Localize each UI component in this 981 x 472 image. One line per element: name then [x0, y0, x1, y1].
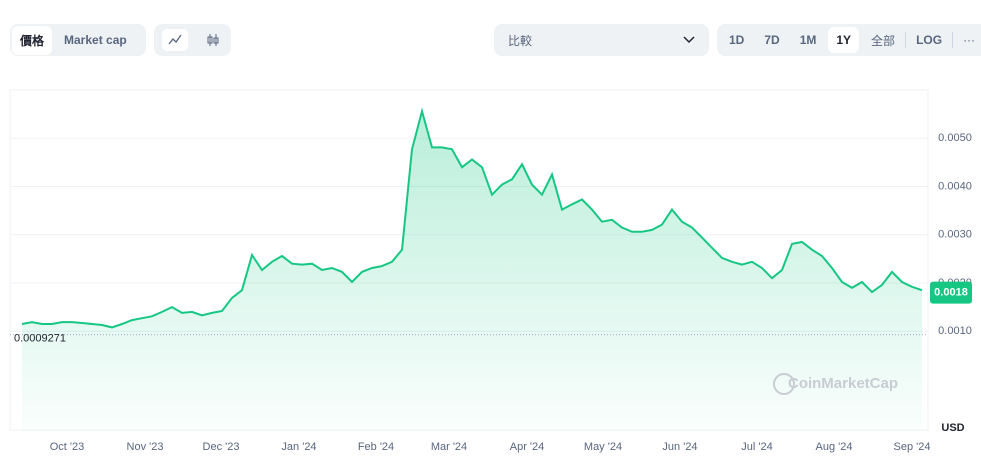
y-tick-label: 0.0050: [938, 132, 972, 144]
currency: USD: [941, 422, 964, 434]
compare-dropdown[interactable]: 比較: [494, 24, 709, 56]
more[interactable]: ···: [963, 33, 976, 47]
tab[interactable]: 價格: [12, 25, 53, 55]
x-tick-label: Apr '24: [510, 441, 545, 453]
x-tick-label: Feb '24: [358, 441, 394, 453]
x-tick-label: Mar '24: [431, 441, 467, 453]
y-tick-label: 0.0040: [938, 180, 972, 192]
range[interactable]: 全部: [871, 33, 896, 48]
x-tick-label: Oct '23: [50, 441, 85, 453]
view-toggle: 價格 Market cap: [10, 24, 146, 56]
divider: [952, 32, 954, 48]
price-badge: [930, 281, 972, 304]
candle-icon[interactable]: [203, 29, 223, 51]
x-tick-label: Dec '23: [203, 441, 240, 453]
x-tick-label: Jun '24: [662, 441, 697, 453]
area: [22, 111, 922, 430]
tab[interactable]: Market cap: [64, 33, 127, 47]
range[interactable]: 1D: [729, 33, 745, 47]
compare-label: 比較: [508, 33, 533, 48]
chart-style: [154, 24, 231, 56]
y-tick-label: 0.0030: [938, 229, 972, 241]
x-tick-label: Nov '23: [127, 441, 164, 453]
line-icon[interactable]: [161, 29, 188, 51]
x-tick-label: May '24: [584, 441, 622, 453]
range[interactable]: 1M: [799, 33, 817, 47]
x-tick-label: Aug '24: [816, 441, 853, 453]
price-line: [21, 107, 923, 329]
y-tick-label: 0.0020: [938, 277, 972, 289]
plot-frame: [9, 89, 929, 431]
x-tick-label: Jan '24: [281, 441, 316, 453]
divider: [905, 32, 907, 48]
watermark-logo: [773, 373, 795, 395]
range-toggle: 1D 7D 1M 1Y 全部 LOG ···: [717, 24, 981, 56]
watermark: CoinMarketCap: [788, 375, 898, 392]
log-toggle[interactable]: LOG: [916, 33, 943, 47]
range[interactable]: 1Y: [828, 27, 860, 53]
low-label: 0.0009271: [14, 333, 66, 345]
x-tick-label: Sep '24: [894, 441, 931, 453]
y-tick-label: 0.0010: [938, 325, 972, 337]
chevron: [683, 36, 695, 44]
price-badge-label: 0.0018: [934, 287, 968, 299]
range[interactable]: 7D: [764, 33, 780, 47]
x-tick-label: Jul '24: [741, 441, 772, 453]
